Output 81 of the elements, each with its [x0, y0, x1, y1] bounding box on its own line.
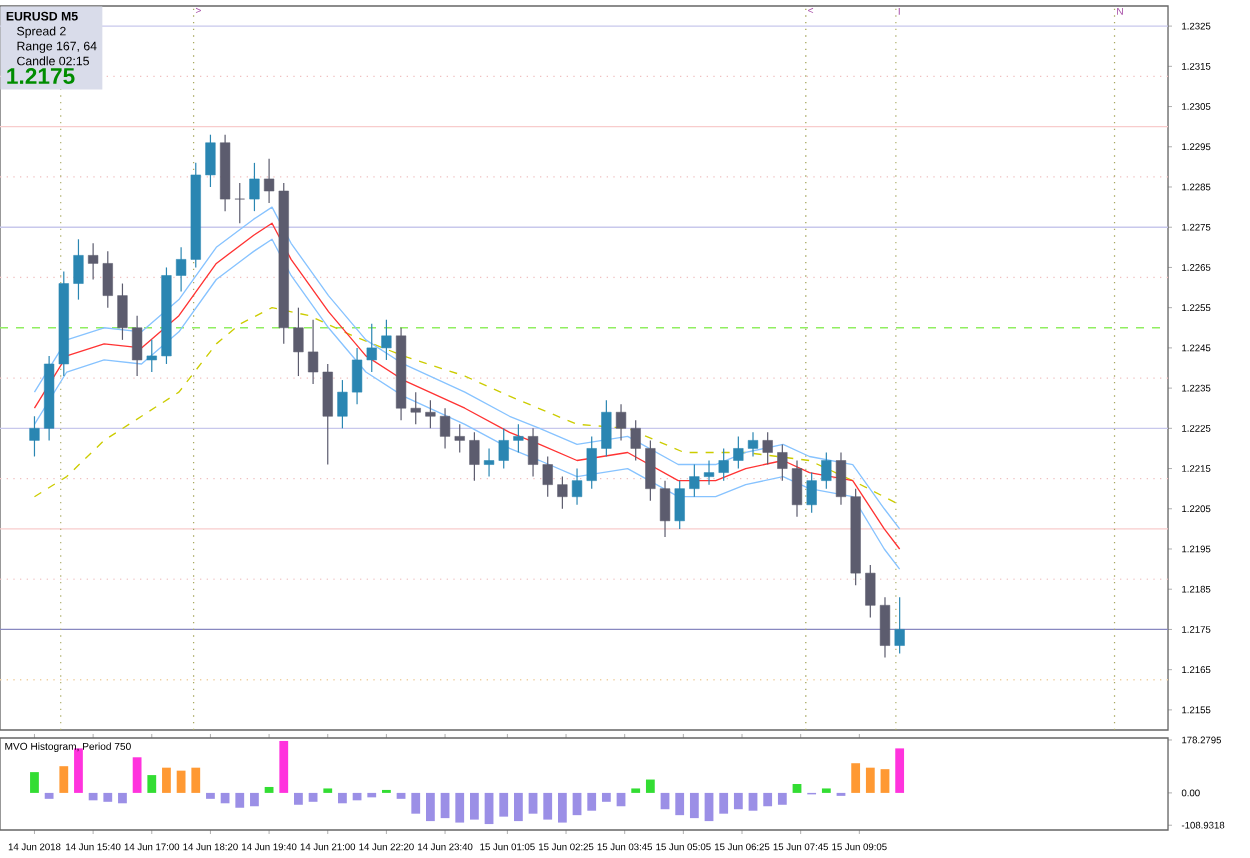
candlestick	[146, 339, 157, 373]
bar	[675, 792, 685, 816]
bar	[513, 792, 523, 822]
bar	[294, 792, 303, 805]
bar	[235, 792, 245, 808]
bar	[206, 792, 215, 799]
candlestick	[117, 282, 128, 341]
bar	[132, 757, 142, 793]
bar	[645, 779, 655, 793]
bar	[367, 792, 377, 798]
bar	[587, 792, 597, 811]
bar	[469, 792, 479, 820]
bar	[162, 767, 171, 793]
bar	[440, 792, 450, 819]
candlestick	[835, 451, 847, 506]
bar	[499, 792, 509, 817]
candlestick	[791, 459, 803, 518]
bar	[880, 769, 890, 793]
candlestick	[234, 182, 245, 224]
candlestick	[821, 451, 832, 490]
bar	[689, 792, 699, 819]
bar	[250, 792, 259, 807]
candlestick	[249, 162, 260, 212]
bar	[103, 792, 113, 802]
candlestick	[674, 480, 685, 530]
bar	[572, 792, 582, 816]
bar	[557, 792, 567, 823]
bar	[59, 766, 69, 793]
bar	[279, 740, 289, 793]
bar	[147, 775, 157, 793]
candlestick	[29, 415, 40, 458]
candlestick	[777, 443, 788, 482]
bar	[455, 792, 465, 823]
candlestick	[381, 319, 392, 361]
bar	[748, 792, 758, 811]
candlestick	[747, 431, 759, 458]
candlestick	[469, 431, 480, 482]
bar	[851, 763, 861, 793]
candlestick	[557, 476, 568, 510]
bar	[411, 792, 421, 814]
bar	[543, 792, 553, 820]
bar	[176, 770, 186, 793]
candlestick	[601, 399, 612, 458]
bar	[338, 792, 347, 804]
line-series	[33, 307, 901, 506]
candlestick	[762, 431, 773, 466]
candlestick	[894, 596, 905, 655]
candlestick	[806, 471, 817, 514]
candlestick	[645, 439, 656, 502]
bar	[191, 767, 201, 793]
bar	[895, 748, 905, 793]
candlestick	[293, 307, 304, 377]
candlestick	[73, 238, 84, 301]
bar	[308, 792, 318, 802]
bar	[792, 784, 802, 793]
candlestick	[733, 435, 744, 470]
candlestick	[337, 379, 348, 429]
candlestick	[689, 463, 700, 498]
candlestick	[659, 480, 671, 538]
bar	[704, 792, 714, 822]
bar	[601, 792, 611, 802]
bar	[777, 792, 787, 805]
bar	[88, 792, 98, 801]
annotation: 1.2175	[7, 68, 75, 85]
bar	[528, 792, 538, 814]
bar	[30, 772, 39, 793]
bar	[396, 792, 406, 799]
bar	[763, 792, 773, 807]
bar	[426, 792, 435, 822]
bar	[719, 792, 729, 814]
candlestick	[513, 423, 524, 454]
bar	[44, 792, 54, 799]
bar	[264, 786, 274, 793]
candlestick	[132, 315, 143, 377]
bar	[118, 792, 127, 804]
bar	[865, 767, 875, 793]
candlestick	[425, 399, 436, 429]
bar	[484, 792, 494, 825]
bar	[74, 748, 83, 793]
candlestick	[205, 134, 216, 188]
bar	[733, 792, 743, 810]
